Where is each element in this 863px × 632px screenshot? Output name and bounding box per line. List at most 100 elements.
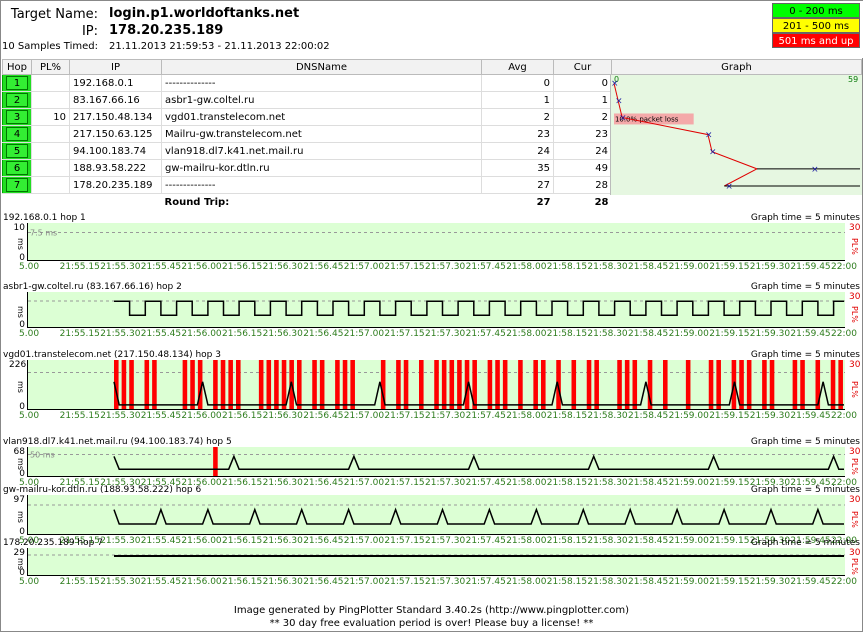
avg-latency: 1 [481,91,554,109]
col-hop[interactable]: Hop [2,59,32,75]
packet-loss [31,159,70,177]
hop-row[interactable]: 3 10 217.150.48.134 vgd01.transtelecom.net 2… [2,108,862,126]
packet-loss-bar [281,360,287,409]
hop-row[interactable]: 1 192.168.0.1 -------------- 0 0 [2,74,862,92]
x-tick-label: 21:56.15 [222,536,263,546]
x-tick-label: 21:56.00 [181,262,222,272]
cur-latency-marker: × [811,165,819,175]
x-tick-label: 22:00 [831,478,857,488]
legend-red: 501 ms and up [772,33,860,48]
packet-loss-bar [434,360,439,409]
y-axis-bottom: 0 [19,253,25,263]
x-tick-label: 21:59.15 [709,411,750,421]
avg-latency: 2 [481,108,554,126]
latency-plot: 7.5 ms [27,223,845,261]
col-pl[interactable]: PL% [31,59,70,75]
x-tick-label: 21:56.30 [262,536,303,546]
cur-latency: 0 [553,74,612,92]
packet-loss-bar [769,360,775,409]
graph-time-label: Graph time = 5 minutes [750,485,860,495]
hop-row[interactable]: 4 217.150.63.125 Mailru-gw.transtelecom.ne… [2,125,862,143]
x-tick-label: 21:59.45 [790,329,831,339]
avg-latency: 0 [481,74,554,92]
panel-title: 178.20.235.189 hop 7 [3,538,103,548]
cur-latency: 49 [553,159,612,177]
graph-max-label: 59 [848,75,858,84]
x-tick-label: 21:58.00 [506,536,547,546]
hop-timeline-panel: vlan918.dl7.k41.net.mail.ru (94.100.183.… [1,437,862,489]
col-dnsname[interactable]: DNSName [161,59,482,75]
x-tick-label: 21:59.15 [709,536,750,546]
graph-time-label: Graph time = 5 minutes [750,213,860,223]
x-tick-label: 21:57.30 [425,478,466,488]
col-graph[interactable]: Graph [611,59,862,75]
x-tick-label: 21:56.45 [303,411,344,421]
packet-loss-bar [419,360,424,409]
x-tick-label: 21:55.15 [59,577,100,587]
x-tick-label: 21:57.15 [384,329,425,339]
packet-loss-bar [632,360,638,409]
ip-address: 217.150.63.125 [69,125,162,143]
x-tick-label: 22:00 [831,262,857,272]
packet-loss-bar [800,360,805,409]
x-tick-label: 21:59.30 [749,329,791,339]
packet-loss-bar [121,360,127,409]
packet-loss [31,125,70,143]
x-tick-label: 21:58.30 [587,478,628,488]
hop-row[interactable]: 6 188.93.58.222 gw-mailru-kor.dtln.ru 35 49 [2,159,862,177]
x-tick-label: 21:56.15 [222,478,263,488]
avg-latency: 23 [481,125,554,143]
y-axis-bottom: 0 [19,402,25,412]
x-tick-label: 21:57.00 [343,478,385,488]
x-tick-label: 21:56.00 [181,411,222,421]
x-tick-label: 21:59.00 [668,411,709,421]
packet-loss [31,176,70,194]
packet-loss-bar [342,360,348,409]
x-tick-label: 21:56.30 [262,478,303,488]
dns-name: asbr1-gw.coltel.ru [161,91,482,109]
y-axis-top: 97 [13,495,25,505]
x-tick-label: 21:58.30 [587,329,628,339]
x-tick-label: 21:57.30 [425,411,466,421]
x-tick-label: 21:56.45 [303,536,344,546]
hop-timeline-panel: vgd01.transtelecom.net (217.150.48.134) … [1,350,862,422]
avg-latency: 35 [481,159,554,177]
packet-loss-bar [182,360,188,409]
packet-loss-bar [464,360,470,409]
x-tick-label: 21:56.45 [303,262,344,272]
x-tick-label: 21:56.45 [303,577,344,587]
hop-number-label: 1 [6,76,28,90]
x-tick-label: 21:59.45 [790,262,831,272]
pl-axis-top: 30 [849,292,861,302]
col-ip[interactable]: IP [69,59,162,75]
x-tick-label: 21:57.15 [384,577,425,587]
x-tick-label: 21:59.00 [668,577,709,587]
packet-loss-bar [114,360,119,409]
cur-latency-marker: × [709,148,717,158]
col-avg[interactable]: Avg [481,59,554,75]
reference-label: 50 ms [30,451,55,460]
graph-time-label: Graph time = 5 minutes [750,282,860,292]
pl-axis-top: 30 [849,447,861,457]
rt-spacer [2,193,32,211]
pl-axis-top: 30 [849,223,861,233]
x-tick-label: 5.00 [19,329,40,339]
x-tick-label: 21:59.45 [790,411,831,421]
x-tick-label: 21:56.45 [303,329,344,339]
col-cur[interactable]: Cur [553,59,612,75]
latency-trace [114,300,844,316]
packet-loss-bar [228,360,233,409]
dns-name: vlan918.dl7.k41.net.mail.ru [161,142,482,160]
reference-label: 7.5 ms [30,229,57,238]
x-tick-label: 21:58.45 [628,577,669,587]
hop-timeline-panel: 178.20.235.189 hop 7 Graph time = 5 minut… [1,538,862,588]
packet-loss [31,74,70,92]
x-tick-label: 21:55.45 [140,536,182,546]
graph-time-label: Graph time = 5 minutes [750,538,860,548]
ip-address: 94.100.183.74 [69,142,162,160]
target-name-label: Target Name: [10,7,98,22]
hop-number-label: 2 [6,93,28,107]
x-tick-label: 21:57.30 [425,577,466,587]
